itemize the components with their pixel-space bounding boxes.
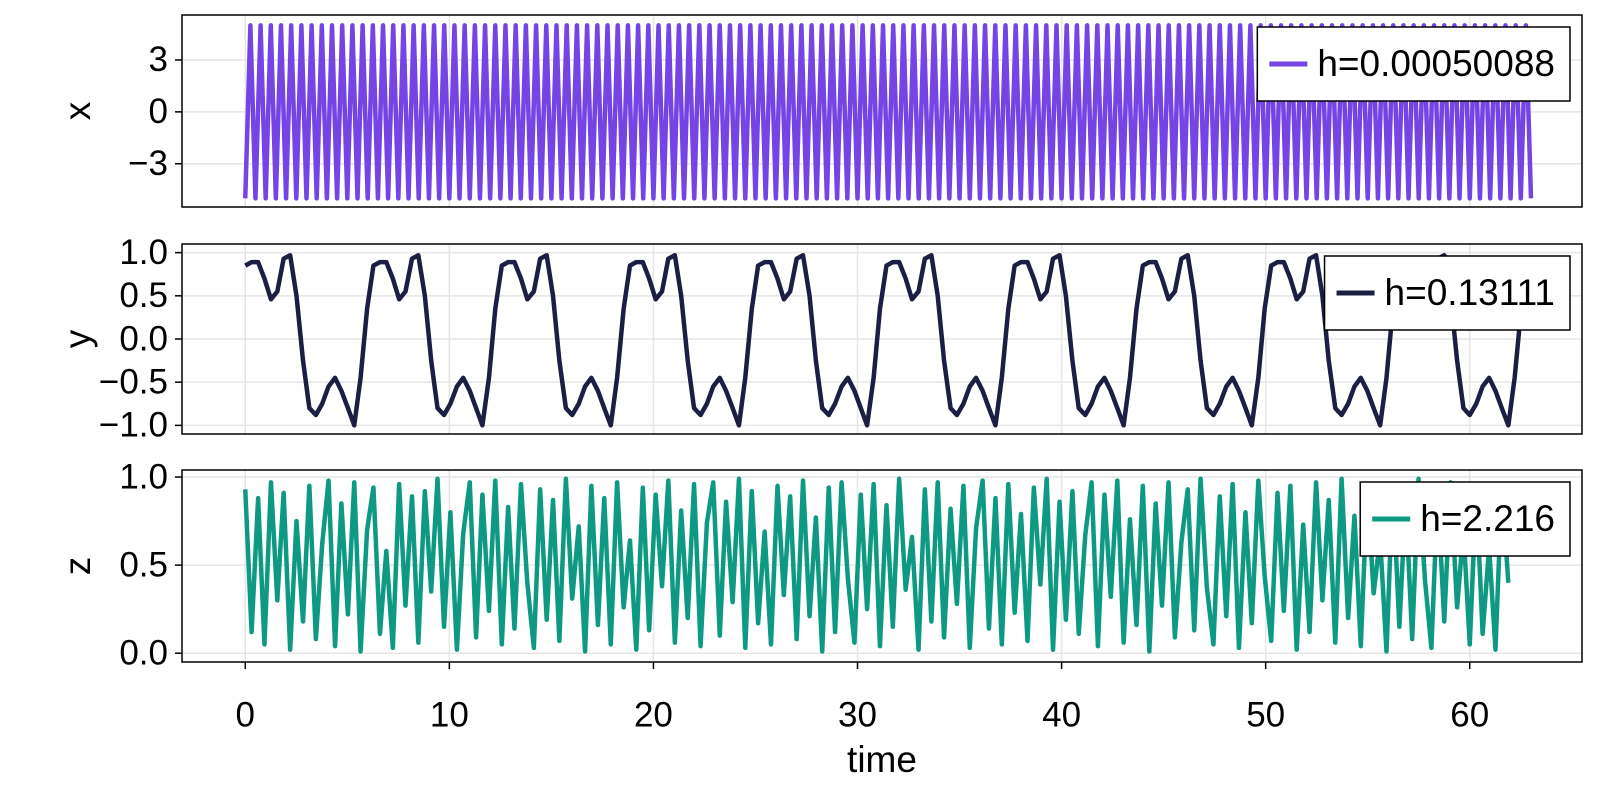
panel: −3 0 3 x h=0.00050088 (57, 14, 1583, 208)
y-tick-label: 0.5 (119, 545, 168, 584)
y-axis-label: z (57, 557, 98, 576)
series-line (243, 23, 1534, 201)
x-tick-label: 30 (838, 695, 877, 734)
plot-frame (181, 243, 1583, 435)
x-tick-label: 10 (430, 695, 469, 734)
legend: h=2.216 (1359, 481, 1571, 557)
series-line (244, 252, 1530, 428)
x-tick-label: 20 (634, 695, 673, 734)
series-line (243, 476, 1511, 654)
y-tick-label: −3 (128, 144, 168, 183)
y-tick-label: 0.0 (119, 633, 168, 672)
y-tick-label: −0.5 (99, 362, 168, 401)
x-tick-label: 40 (1042, 695, 1081, 734)
plot-frame (181, 469, 1583, 663)
legend: h=0.00050088 (1256, 26, 1571, 102)
y-tick-label: 1.0 (119, 457, 168, 496)
panel: 0.0 0.5 1.0 0 10 20 30 40 50 60 time z h=2.216 (57, 457, 1583, 780)
y-tick-label: −1.0 (99, 406, 168, 445)
x-tick-label: 60 (1450, 695, 1489, 734)
y-tick-label: 1.0 (119, 233, 168, 272)
y-axis-label: y (57, 329, 98, 348)
x-tick-label: 50 (1246, 695, 1285, 734)
y-axis-label: x (57, 101, 98, 120)
legend: h=0.13111 (1323, 255, 1571, 331)
legend-label: h=0.00050088 (1317, 43, 1555, 84)
panel: −1.0 −0.5 0.0 0.5 1.0 y h=0.13111 (57, 233, 1583, 445)
legend-box (1256, 26, 1571, 102)
x-axis-label: time (847, 739, 917, 780)
y-tick-label: 0.5 (119, 276, 168, 315)
y-tick-label: 0.0 (119, 319, 168, 358)
x-tick-label: 0 (236, 695, 255, 734)
y-tick-label: 3 (149, 40, 168, 79)
plot-frame (181, 14, 1583, 208)
y-tick-label: 0 (149, 92, 168, 131)
legend-label: h=0.13111 (1385, 272, 1555, 313)
legend-label: h=2.216 (1420, 498, 1555, 539)
